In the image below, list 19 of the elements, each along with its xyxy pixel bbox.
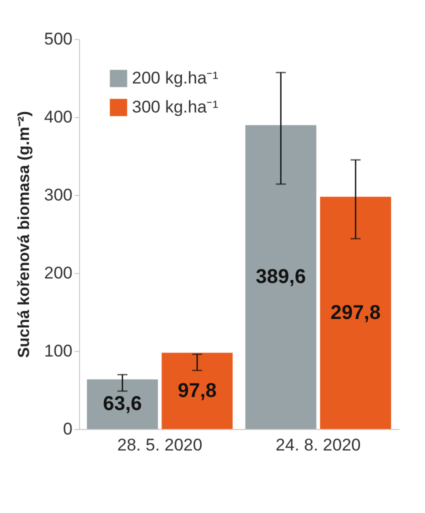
y-tick-label: 400 (44, 108, 72, 126)
bar (86, 379, 158, 429)
y-tick-label: 100 (44, 342, 72, 360)
data-label: 389,6 (256, 266, 306, 288)
x-tick-label: 24. 8. 2020 (276, 436, 361, 454)
y-tick-label: 300 (44, 186, 72, 204)
y-axis-title: Suchá kořenová biomasa (g.m⁻²) (16, 111, 34, 358)
bar (162, 352, 233, 429)
y-tick-label: 200 (44, 264, 72, 282)
legend-label: 300 kg.ha⁻¹ (132, 98, 219, 116)
data-label: 297,8 (330, 302, 381, 324)
legend-label: 200 kg.ha⁻¹ (132, 68, 219, 88)
bar (245, 125, 316, 429)
y-tick-label: 0 (63, 420, 72, 438)
data-label: 97,8 (178, 380, 217, 402)
y-tick-label: 500 (44, 30, 72, 48)
bar (320, 196, 392, 429)
x-tick-label: 28. 5. 2020 (117, 436, 202, 454)
data-label: 63,6 (102, 393, 142, 416)
